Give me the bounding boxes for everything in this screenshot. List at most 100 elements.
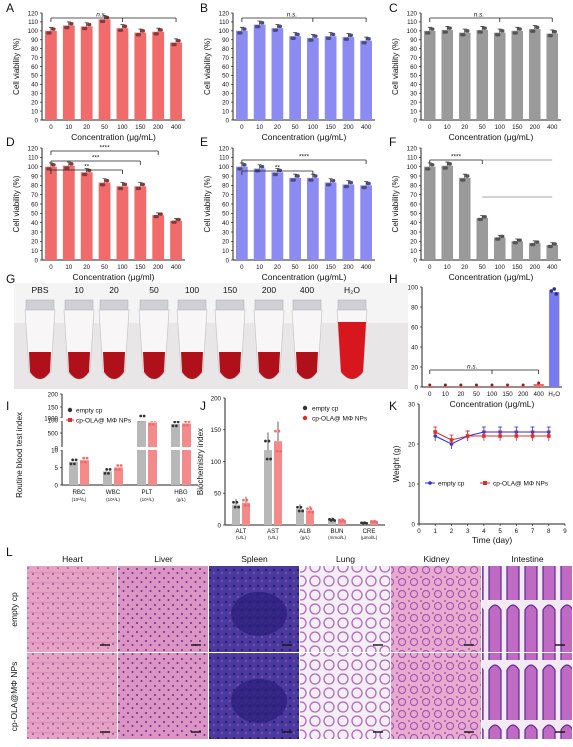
y-axis-label: Biochemistry index <box>196 428 205 495</box>
x-tick-label: 10 <box>444 124 451 131</box>
data-point <box>462 178 466 182</box>
y-tick-label: 90 <box>410 173 417 180</box>
bar <box>152 31 165 121</box>
bar <box>533 384 544 387</box>
data-point <box>108 467 112 471</box>
tube-label-6: 200 <box>262 285 276 295</box>
data-point <box>296 174 300 178</box>
data-point <box>474 383 478 387</box>
x-tick-label: 200 <box>153 124 164 131</box>
histology-grid: Heart Liver Spleen Lung Kidney Intestine empty… <box>9 554 572 739</box>
x-tick-label: 0 <box>428 264 432 271</box>
data-point <box>465 434 470 438</box>
histology-image <box>482 566 572 652</box>
histology-image <box>300 653 390 739</box>
bar <box>253 24 266 120</box>
series-line <box>435 431 549 441</box>
data-point <box>242 498 245 502</box>
bar <box>62 165 75 260</box>
data-point <box>152 423 155 426</box>
tube-label-8: H₂O <box>344 285 360 295</box>
x-tick-label: 0 <box>428 391 432 398</box>
data-point <box>141 182 146 187</box>
x-tick-label: 20 <box>461 264 468 271</box>
bar <box>80 26 93 120</box>
legend-marker <box>302 415 308 421</box>
tube-label-5: 150 <box>223 285 237 295</box>
data-point <box>119 28 124 32</box>
y-tick-label: 120 <box>407 145 418 152</box>
data-point <box>269 457 272 461</box>
y-tick-label: 0 <box>226 257 230 264</box>
data-point <box>536 240 540 244</box>
tissue-label-heart: Heart <box>62 554 83 564</box>
x-tick-unit: (g/L) <box>176 497 186 502</box>
bar <box>253 168 266 260</box>
x-tick-label: 200 <box>343 264 354 271</box>
data-point <box>70 22 74 26</box>
x-tick-label: 10 <box>256 124 263 131</box>
data-point <box>553 30 557 34</box>
significance-label: n.s. <box>287 12 298 19</box>
y-tick-label: 1000 <box>44 415 58 422</box>
chart-panel-k: 0 10 20 30 0 1 2 3 4 5 6 7 8 9 empty cp cp-OLA@ MΦ NPs W… <box>392 401 567 545</box>
y-tick-label: 150 <box>48 404 59 411</box>
data-point <box>83 172 88 177</box>
x-tick-label: ALT <box>236 528 247 535</box>
significance-label: n.s. <box>474 12 485 19</box>
histology-image <box>27 653 117 739</box>
x-tick-unit: (g/L) <box>300 535 310 540</box>
row-label-1: cp-OLA@MΦ NPs <box>9 662 19 732</box>
x-tick-unit: (U/L) <box>236 535 247 540</box>
data-point <box>314 174 318 178</box>
y-tick-label: 0 <box>55 445 59 452</box>
tube-cap <box>25 299 55 311</box>
x-tick-label: 50 <box>292 264 299 271</box>
tube-cap <box>337 299 367 311</box>
x-tick-label: 9 <box>563 528 567 535</box>
x-tick-label: 10 <box>442 391 449 398</box>
data-point <box>301 509 304 513</box>
histology-image <box>482 653 572 739</box>
data-point <box>101 183 106 187</box>
y-tick-label: 60 <box>410 64 417 71</box>
y-tick-label: 90 <box>222 37 229 44</box>
y-tick-label: 40 <box>411 344 418 351</box>
data-point <box>182 424 186 427</box>
y-tick-label: 90 <box>410 37 417 44</box>
y-tick-label: 80 <box>410 46 417 53</box>
x-tick-label: RBC <box>72 489 86 496</box>
data-point <box>532 242 536 247</box>
bar <box>148 422 157 485</box>
bar <box>328 519 336 525</box>
data-point <box>267 439 271 443</box>
significance-label: n.s. <box>96 12 107 19</box>
data-point <box>245 498 249 502</box>
tube-label-0: PBS <box>31 285 48 295</box>
y-tick-label: 110 <box>28 155 38 162</box>
data-point <box>466 29 470 33</box>
y-tick-label: 30 <box>222 91 229 98</box>
tube-cap <box>139 299 169 311</box>
x-tick-label: 50 <box>101 124 108 131</box>
bar <box>289 177 301 260</box>
bar <box>476 29 489 120</box>
data-point <box>506 383 510 387</box>
data-point <box>84 460 87 464</box>
x-tick-unit: (U/L) <box>268 535 279 540</box>
y-tick-label: 100 <box>407 28 418 35</box>
tissue-label-kidney: Kidney <box>424 554 451 564</box>
x-tick-label: 20 <box>274 124 281 131</box>
hemolysis-tube-photo: PBS 10 20 50 100 150 200 400 H₂O <box>14 283 408 389</box>
x-tick-label: 200 <box>518 391 529 398</box>
data-point <box>367 37 371 41</box>
data-point <box>427 167 431 171</box>
data-point <box>48 167 52 171</box>
data-point <box>137 186 142 191</box>
data-point <box>173 220 177 224</box>
y-tick-label: 60 <box>222 201 229 208</box>
significance-label: *** <box>92 155 100 162</box>
panel-letter-i: I <box>6 399 9 413</box>
